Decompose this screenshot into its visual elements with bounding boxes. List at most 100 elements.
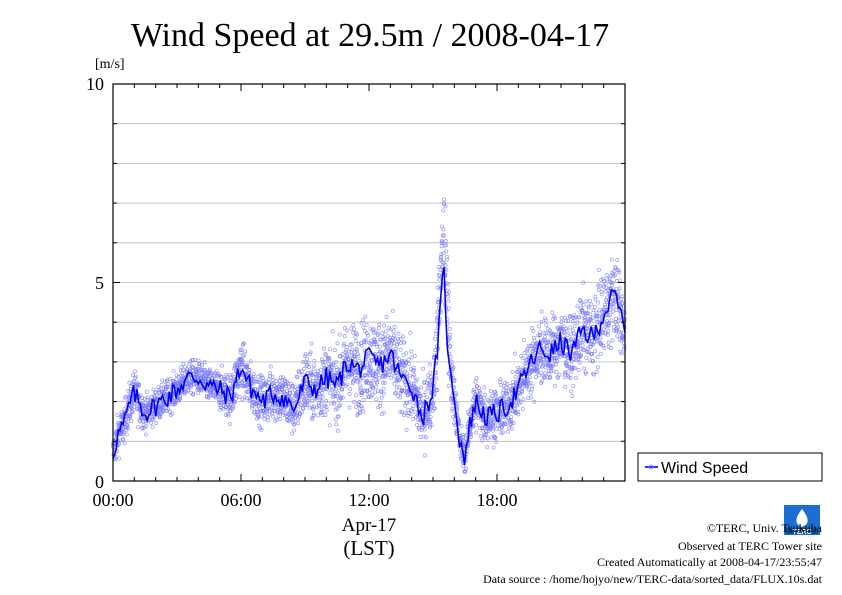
data-point	[615, 333, 620, 338]
data-point	[360, 406, 365, 411]
data-point	[398, 395, 403, 400]
data-point	[328, 391, 333, 396]
data-point	[334, 422, 339, 427]
data-point	[416, 386, 421, 391]
data-point	[130, 410, 135, 415]
data-point	[531, 328, 536, 333]
data-point	[161, 409, 166, 414]
data-point	[133, 376, 138, 380]
data-point	[241, 360, 246, 365]
data-point	[150, 424, 155, 429]
data-point	[270, 378, 275, 383]
data-point	[504, 385, 509, 390]
data-point	[544, 331, 549, 336]
data-point	[382, 323, 387, 328]
data-point	[546, 339, 551, 344]
data-point	[437, 273, 442, 278]
data-point	[446, 371, 451, 376]
data-point	[461, 464, 466, 469]
data-point	[343, 374, 348, 379]
data-point	[526, 343, 531, 348]
data-point	[447, 290, 451, 295]
data-point	[570, 394, 575, 398]
data-point	[622, 347, 627, 352]
data-point	[308, 350, 313, 355]
data-point	[334, 359, 338, 364]
data-point	[574, 350, 579, 355]
data-point	[174, 377, 179, 382]
data-point	[489, 396, 494, 401]
data-point	[278, 416, 283, 421]
data-point	[247, 367, 252, 372]
data-point	[593, 348, 598, 353]
data-point	[117, 456, 121, 461]
data-point	[498, 377, 503, 382]
data-point	[232, 400, 237, 404]
data-point	[301, 406, 306, 411]
data-point	[353, 338, 358, 343]
data-point	[485, 436, 490, 441]
data-point	[616, 318, 621, 323]
data-point	[268, 371, 273, 375]
data-point	[339, 395, 344, 400]
data-point	[561, 324, 566, 329]
data-point	[478, 390, 483, 395]
data-point	[443, 204, 448, 209]
data-point	[429, 422, 434, 427]
x-tick-label-0000: 00:00	[92, 490, 133, 510]
data-point	[369, 380, 374, 385]
data-point	[381, 386, 386, 391]
data-point	[325, 387, 329, 392]
data-point	[610, 338, 615, 343]
data-point	[408, 330, 413, 335]
data-point	[358, 378, 363, 383]
data-point	[357, 358, 362, 363]
data-point	[395, 342, 400, 347]
x-tick-label-0600: 06:00	[220, 490, 261, 510]
data-point	[347, 405, 352, 410]
data-point	[552, 356, 557, 360]
data-point	[535, 368, 540, 373]
data-point	[450, 367, 455, 372]
footer-copyright: ©TERC, Univ. Tsukuba	[707, 521, 823, 535]
data-point	[309, 341, 314, 346]
data-point	[352, 400, 357, 404]
data-point	[594, 370, 599, 374]
data-point	[256, 404, 261, 409]
data-point	[494, 440, 499, 445]
data-point	[377, 322, 382, 327]
data-point	[421, 434, 426, 439]
data-point	[580, 343, 585, 348]
logo-text: TERC	[792, 529, 811, 536]
data-point	[375, 388, 380, 393]
data-point	[519, 354, 524, 359]
y-tick-label-0: 0	[95, 472, 104, 492]
data-point	[581, 280, 586, 285]
data-point	[192, 372, 197, 377]
data-point	[373, 340, 378, 345]
data-point	[426, 373, 431, 378]
data-point	[296, 421, 301, 426]
data-point	[497, 396, 502, 401]
data-point	[595, 365, 600, 370]
data-point	[135, 406, 140, 411]
data-point	[361, 409, 366, 414]
data-point	[338, 403, 343, 408]
data-point	[424, 435, 429, 440]
data-point	[541, 373, 546, 378]
data-point	[373, 384, 378, 389]
data-point	[447, 326, 452, 331]
data-point	[205, 377, 210, 381]
data-point	[266, 406, 271, 411]
data-point	[129, 419, 134, 423]
data-point	[207, 367, 212, 372]
data-point	[548, 338, 553, 343]
data-point	[324, 408, 329, 413]
data-point	[443, 263, 448, 268]
data-point	[359, 393, 364, 397]
data-point	[513, 403, 518, 408]
data-point	[609, 346, 614, 351]
data-point	[587, 298, 592, 303]
data-point	[481, 400, 486, 405]
data-point	[316, 413, 320, 418]
